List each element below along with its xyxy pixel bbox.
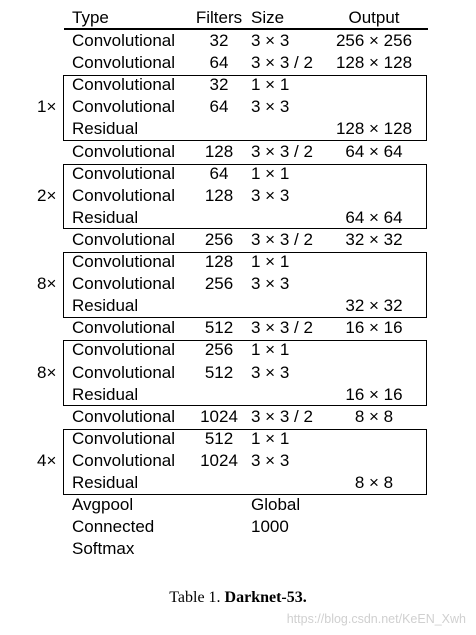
header-size: Size	[251, 8, 285, 27]
row-9-cell-type: Residual	[72, 207, 139, 227]
row-6-cell-size: 3 × 3 / 2	[251, 141, 313, 161]
row-21-cell-output: 8 × 8	[354, 473, 394, 492]
residual-block-1	[63, 75, 427, 141]
row-8-cell-type: Convolutional	[72, 185, 176, 205]
row-1-cell-size: 3 × 3	[251, 31, 290, 50]
row-21-cell-type: Residual	[72, 473, 139, 492]
row-3-cell-filters: 32	[209, 75, 229, 95]
row-13-cell-output: 32 × 32	[345, 296, 403, 316]
row-2-cell-size: 3 × 3 / 2	[251, 53, 313, 73]
header-rule	[64, 28, 428, 30]
caption-prefix: Table 1.	[169, 589, 221, 606]
watermark: https://blog.csdn.net/KeEN_Xwh	[286, 612, 466, 626]
row-14-cell-filters: 512	[204, 318, 234, 338]
row-15-cell-filters: 256	[204, 340, 234, 360]
row-1-cell-type: Convolutional	[72, 31, 176, 50]
row-20-cell-size: 3 × 3	[251, 450, 290, 470]
row-13-cell-type: Residual	[72, 296, 139, 316]
residual-block-2	[63, 163, 427, 230]
row-17-cell-type: Residual	[72, 384, 139, 404]
row-6-cell-output: 64 × 64	[345, 141, 403, 161]
row-23-cell-type: Connected	[72, 517, 155, 537]
row-5-cell-type: Residual	[72, 119, 139, 139]
row-18-cell-filters: 1024	[200, 406, 238, 426]
residual-block-4	[63, 340, 427, 407]
row-7-cell-type: Convolutional	[72, 163, 176, 183]
row-16-cell-filters: 512	[204, 362, 234, 382]
row-11-cell-size: 1 × 1	[251, 252, 290, 271]
row-4-cell-size: 3 × 3	[251, 97, 290, 117]
block-3-multiplier: 8×	[37, 274, 57, 294]
row-15-cell-type: Convolutional	[72, 340, 176, 360]
row-2-cell-output: 128 × 128	[335, 53, 413, 73]
row-20-cell-filters: 1024	[200, 450, 238, 470]
row-4-cell-type: Convolutional	[72, 97, 176, 117]
row-17-cell-output: 16 × 16	[345, 384, 403, 404]
block-4-multiplier: 8×	[37, 362, 57, 382]
row-15-cell-size: 1 × 1	[251, 340, 290, 360]
row-3-cell-size: 1 × 1	[251, 75, 290, 95]
row-6-cell-filters: 128	[204, 141, 234, 161]
row-11-cell-type: Convolutional	[72, 252, 176, 271]
row-10-cell-output: 32 × 32	[345, 229, 403, 249]
darknet53-table: Type Filters Size Output Convolutional 32…	[37, 8, 428, 559]
row-16-cell-type: Convolutional	[72, 362, 176, 382]
row-22-cell-size: Global	[251, 495, 301, 515]
row-23-cell-size: 1000	[251, 517, 289, 537]
row-19-cell-size: 1 × 1	[251, 428, 290, 448]
row-14-cell-type: Convolutional	[72, 318, 176, 338]
row-18-cell-size: 3 × 3 / 2	[251, 406, 313, 426]
block-5-multiplier: 4×	[37, 450, 57, 470]
header-output: Output	[348, 8, 400, 27]
row-8-cell-size: 3 × 3	[251, 185, 290, 205]
row-1-cell-filters: 32	[209, 31, 229, 50]
row-24-cell-type: Softmax	[72, 539, 135, 559]
row-18-cell-type: Convolutional	[72, 406, 176, 426]
row-2-cell-filters: 64	[209, 53, 229, 73]
row-1-cell-output: 256 × 256	[335, 31, 413, 50]
row-2-cell-type: Convolutional	[72, 53, 176, 73]
caption-title: Darknet-53.	[224, 589, 307, 606]
row-12-cell-filters: 256	[204, 274, 234, 294]
row-10-cell-type: Convolutional	[72, 229, 176, 249]
row-10-cell-filters: 256	[204, 229, 234, 249]
row-3-cell-type: Convolutional	[72, 75, 176, 95]
row-18-cell-output: 8 × 8	[354, 406, 394, 426]
row-22-cell-type: Avgpool	[72, 495, 134, 515]
row-12-cell-size: 3 × 3	[251, 274, 290, 294]
row-4-cell-filters: 64	[209, 97, 229, 117]
block-2-multiplier: 2×	[37, 185, 57, 205]
row-5-cell-output: 128 × 128	[335, 119, 413, 139]
header-type: Type	[72, 8, 109, 27]
row-19-cell-filters: 512	[204, 428, 234, 448]
row-7-cell-filters: 64	[209, 163, 229, 183]
block-1-multiplier: 1×	[37, 97, 57, 117]
row-9-cell-output: 64 × 64	[345, 207, 403, 227]
header-filters: Filters	[195, 8, 243, 27]
table-caption: Table 1. Darknet-53.	[0, 588, 476, 608]
row-14-cell-output: 16 × 16	[345, 318, 403, 338]
residual-block-5	[63, 428, 427, 495]
row-14-cell-size: 3 × 3 / 2	[251, 318, 313, 338]
row-20-cell-type: Convolutional	[72, 450, 176, 470]
row-8-cell-filters: 128	[204, 185, 234, 205]
row-6-cell-type: Convolutional	[72, 141, 176, 161]
row-10-cell-size: 3 × 3 / 2	[251, 229, 313, 249]
residual-block-3	[63, 252, 427, 318]
row-7-cell-size: 1 × 1	[251, 163, 290, 183]
row-16-cell-size: 3 × 3	[251, 362, 290, 382]
row-19-cell-type: Convolutional	[72, 428, 176, 448]
row-12-cell-type: Convolutional	[72, 274, 176, 294]
row-11-cell-filters: 128	[204, 252, 234, 271]
